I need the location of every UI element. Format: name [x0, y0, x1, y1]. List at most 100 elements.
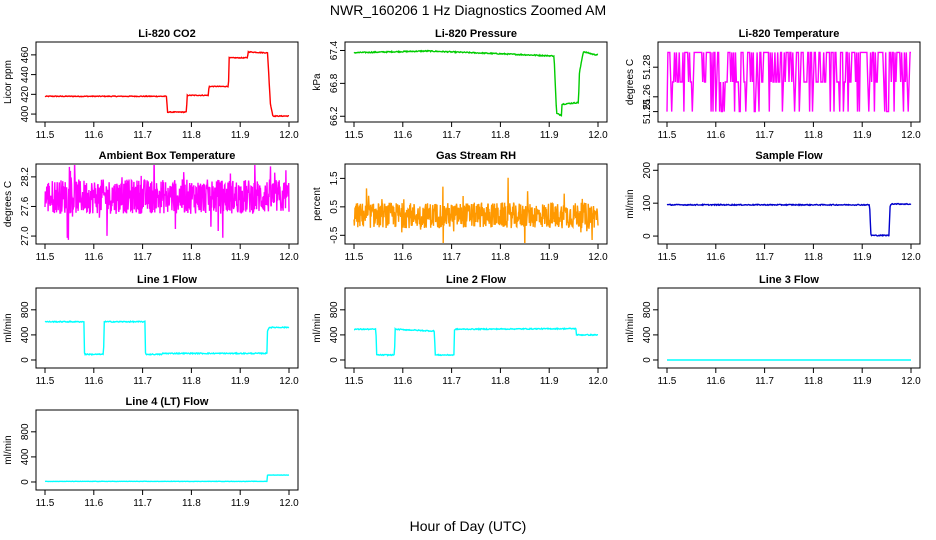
y-tick-label: 100: [642, 194, 653, 211]
x-tick-label: 11.8: [491, 130, 510, 141]
x-tick-label: 11.8: [182, 130, 201, 141]
series-line: [44, 320, 290, 356]
panel-title: Li-820 Pressure: [435, 28, 517, 40]
y-tick-label: 400: [329, 326, 340, 343]
y-tick-label: 800: [329, 301, 340, 318]
x-tick-label: 11.7: [133, 376, 152, 387]
x-tick-label: 11.8: [491, 376, 510, 387]
x-tick-label: 11.6: [706, 130, 725, 141]
panel-5: Gas Stream RH 11.5 11.6 11.7 11.8 11.9 12.0 -0.…: [312, 150, 608, 263]
x-tick-label: 11.9: [540, 252, 559, 263]
y-tick-label: 0: [642, 357, 653, 363]
x-tick-label: 11.7: [442, 376, 461, 387]
y-tick-label: 28.2: [20, 167, 31, 187]
y-axis-label: ml/min: [3, 435, 14, 464]
x-tick-label: 11.8: [804, 252, 823, 263]
y-tick-label: 51.26: [642, 84, 653, 109]
panel-2: Li-820 Pressure 11.5 11.6 11.7 11.8 11.9 12.0 6…: [312, 28, 608, 141]
y-tick-label: 400: [642, 326, 653, 343]
y-tick-label: 0: [20, 479, 31, 485]
y-tick-label: 400: [20, 448, 31, 465]
panel-title: Line 4 (LT) Flow: [126, 396, 209, 408]
x-tick-label: 11.7: [755, 376, 774, 387]
series-line: [354, 326, 599, 357]
x-tick-label: 11.5: [658, 252, 677, 263]
y-tick-label: 440: [20, 66, 31, 83]
x-tick-label: 11.7: [133, 130, 152, 141]
x-tick-label: 11.5: [345, 130, 364, 141]
x-tick-label: 11.9: [853, 376, 872, 387]
y-axis-label: degrees C: [625, 59, 636, 105]
x-tick-label: 11.9: [231, 498, 250, 509]
panel-title: Line 1 Flow: [137, 274, 197, 286]
y-tick-label: 0: [20, 357, 31, 363]
x-tick-label: 12.0: [279, 498, 299, 509]
y-tick-label: 200: [642, 162, 653, 179]
x-tick-label: 11.8: [491, 252, 510, 263]
y-tick-label: 1.5: [329, 171, 340, 185]
x-tick-label: 12.0: [588, 376, 608, 387]
x-tick-label: 12.0: [901, 252, 921, 263]
x-tick-label: 11.9: [540, 376, 559, 387]
y-axis-label: ml/min: [3, 313, 14, 342]
x-tick-label: 12.0: [901, 376, 921, 387]
y-tick-label: 51.28: [642, 54, 653, 79]
series-line: [666, 202, 912, 237]
y-tick-label: 800: [20, 301, 31, 318]
panel-8: Line 2 Flow 11.5 11.6 11.7 11.8 11.9 12.0 0 400 8…: [312, 274, 608, 387]
plot-frame: [344, 163, 608, 245]
plot-frame: [657, 287, 921, 369]
x-tick-label: 11.7: [133, 252, 152, 263]
x-tick-label: 11.6: [706, 376, 725, 387]
y-tick-label: 460: [20, 46, 31, 63]
x-tick-label: 11.5: [345, 252, 364, 263]
x-tick-label: 11.5: [658, 376, 677, 387]
x-tick-label: 11.5: [36, 252, 55, 263]
x-tick-label: 11.7: [442, 130, 461, 141]
x-tick-label: 11.7: [755, 130, 774, 141]
panel-1: Li-820 CO2 11.5 11.6 11.7 11.8 11.9 12.0 400 420…: [3, 28, 299, 141]
x-tick-label: 11.5: [36, 376, 55, 387]
x-tick-label: 11.8: [182, 498, 201, 509]
series-line: [353, 177, 599, 243]
y-tick-label: 420: [20, 86, 31, 103]
y-axis-label: ml/min: [625, 313, 636, 342]
panel-title: Sample Flow: [755, 150, 823, 162]
y-tick-label: 800: [642, 301, 653, 318]
plot-frame: [35, 409, 299, 491]
x-tick-label: 11.5: [658, 130, 677, 141]
panel-6: Sample Flow 11.5 11.6 11.7 11.8 11.9 12.0 0 100 2…: [625, 150, 921, 263]
y-tick-label: 66.8: [329, 73, 340, 93]
x-tick-label: 11.6: [84, 252, 103, 263]
x-tick-label: 11.5: [345, 376, 364, 387]
panel-4: Ambient Box Temperature 11.5 11.6 11.7 11.8 1…: [3, 150, 299, 263]
x-tick-label: 12.0: [901, 130, 921, 141]
plot-frame: [35, 163, 299, 245]
x-tick-label: 11.7: [442, 252, 461, 263]
panel-title: Line 2 Flow: [446, 274, 506, 286]
y-tick-label: 0.5: [329, 199, 340, 213]
x-tick-label: 11.5: [36, 498, 55, 509]
x-tick-label: 11.8: [804, 130, 823, 141]
plot-frame: [344, 287, 608, 369]
series-line: [666, 51, 911, 113]
panel-title: Line 3 Flow: [759, 274, 819, 286]
plot-frame: [35, 41, 299, 123]
x-tick-label: 11.8: [804, 376, 823, 387]
y-axis-label: Licor ppm: [3, 60, 14, 104]
x-tick-label: 11.7: [133, 498, 152, 509]
panel-7: Line 1 Flow 11.5 11.6 11.7 11.8 11.9 12.0 0 400 8…: [3, 274, 299, 387]
y-tick-label: 67.4: [329, 40, 340, 60]
x-tick-label: 11.8: [182, 376, 201, 387]
plot-frame: [35, 287, 299, 369]
x-tick-label: 11.6: [393, 376, 412, 387]
panel-title: Gas Stream RH: [436, 150, 516, 162]
x-tick-label: 12.0: [279, 252, 299, 263]
x-tick-label: 11.6: [706, 252, 725, 263]
y-tick-label: 51.25: [642, 99, 653, 124]
x-tick-label: 12.0: [279, 376, 299, 387]
x-tick-label: 12.0: [279, 130, 299, 141]
y-tick-label: 66.2: [329, 106, 340, 126]
